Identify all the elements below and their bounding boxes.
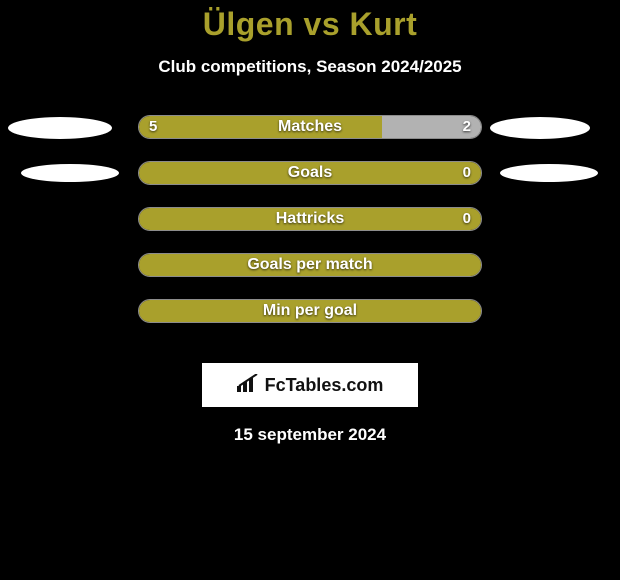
stat-rows: Matches52 Goals0 Hattricks0 Goals per match…: [0, 115, 620, 345]
source-logo: FcTables.com: [202, 363, 418, 407]
comparison-card: Ülgen vs Kurt Club competitions, Season …: [0, 0, 620, 580]
player-shape-right: [500, 164, 598, 182]
stat-bar: Goals0: [138, 161, 482, 185]
bar-fill-left: [139, 162, 481, 184]
stat-bar: Matches52: [138, 115, 482, 139]
page-title: Ülgen vs Kurt: [0, 6, 620, 43]
stat-row: Goals per match: [0, 253, 620, 299]
stat-row: Hattricks0: [0, 207, 620, 253]
bar-fill-right: [382, 116, 481, 138]
stat-bar: Min per goal: [138, 299, 482, 323]
stat-row: Goals0: [0, 161, 620, 207]
subtitle: Club competitions, Season 2024/2025: [0, 57, 620, 77]
bar-fill-left: [139, 254, 481, 276]
player-shape-left: [8, 117, 112, 139]
stat-bar: Hattricks0: [138, 207, 482, 231]
bar-fill-left: [139, 300, 481, 322]
bar-fill-left: [139, 208, 481, 230]
source-logo-text: FcTables.com: [265, 375, 384, 396]
stat-bar: Goals per match: [138, 253, 482, 277]
stat-row: Matches52: [0, 115, 620, 161]
player-shape-left: [21, 164, 119, 182]
player-shape-right: [490, 117, 590, 139]
bars-icon: [237, 374, 259, 397]
stat-row: Min per goal: [0, 299, 620, 345]
bar-fill-left: [139, 116, 382, 138]
date-text: 15 september 2024: [0, 425, 620, 445]
